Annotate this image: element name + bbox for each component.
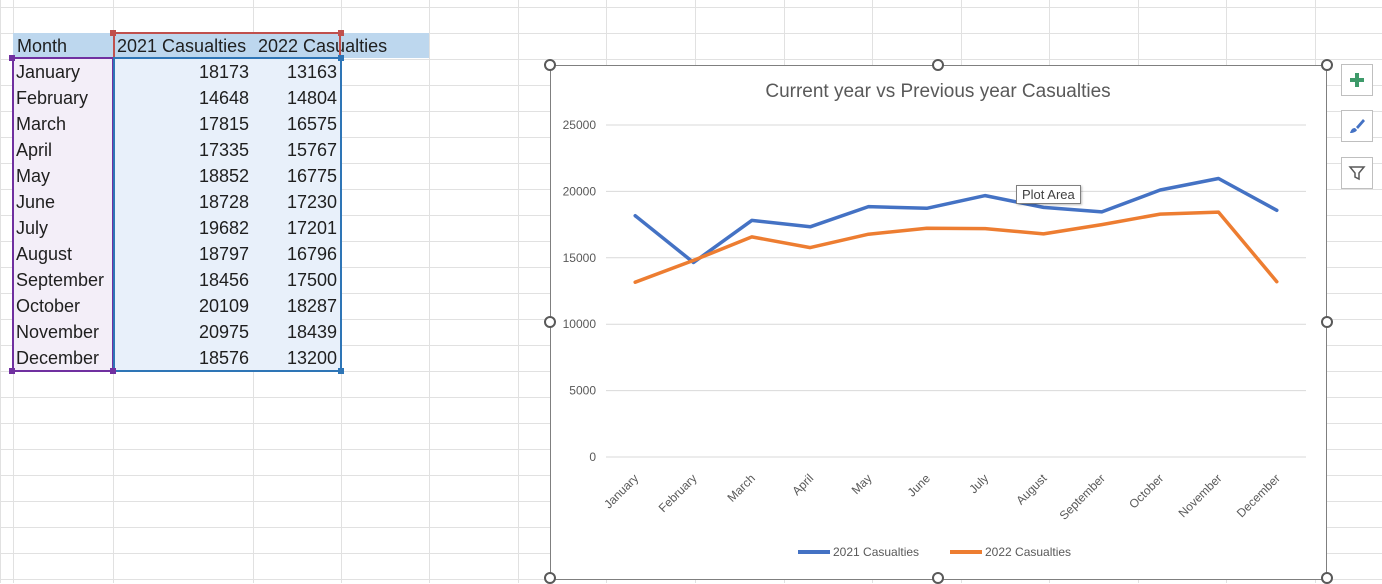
x-tick-label: November: [1176, 471, 1225, 520]
chart-resize-handle[interactable]: [1321, 316, 1333, 328]
chart-resize-handle[interactable]: [544, 316, 556, 328]
y-tick-label: 5000: [569, 384, 596, 398]
x-tick-label: July: [966, 471, 991, 496]
header-selection-outline: [113, 32, 341, 59]
x-tick-label: September: [1057, 471, 1108, 522]
plus-icon: [1349, 72, 1365, 88]
chart-styles-button[interactable]: [1341, 110, 1373, 142]
chart-resize-handle[interactable]: [544, 572, 556, 584]
y-tick-label: 25000: [563, 118, 597, 132]
series-line-2022[interactable]: [635, 212, 1277, 282]
x-tick-label: August: [1013, 471, 1050, 508]
funnel-icon: [1348, 164, 1366, 182]
selection-handle[interactable]: [338, 30, 344, 36]
x-tick-label: October: [1126, 471, 1166, 511]
chart-title[interactable]: Current year vs Previous year Casualties: [765, 81, 1110, 102]
selection-handle[interactable]: [110, 368, 116, 374]
chart-elements-button[interactable]: [1341, 64, 1373, 96]
x-tick-label: February: [656, 471, 700, 515]
x-tick-label: May: [849, 471, 875, 497]
x-tick-label: April: [789, 471, 816, 498]
chart-resize-handle[interactable]: [932, 59, 944, 71]
selection-handle[interactable]: [110, 30, 116, 36]
y-tick-label: 15000: [563, 251, 597, 265]
chart-resize-handle[interactable]: [1321, 59, 1333, 71]
selection-handle[interactable]: [9, 368, 15, 374]
selection-handle[interactable]: [9, 55, 15, 61]
header-cell-month[interactable]: Month: [17, 33, 112, 59]
x-tick-label: December: [1234, 471, 1283, 520]
chart-filters-button[interactable]: [1341, 157, 1373, 189]
x-tick-label: June: [905, 471, 934, 500]
chart-resize-handle[interactable]: [544, 59, 556, 71]
plot-area-tooltip: Plot Area: [1016, 185, 1081, 204]
brush-icon: [1348, 117, 1366, 135]
category-selection-outline: [12, 57, 114, 372]
values-selection-outline: [113, 57, 342, 372]
selection-handle[interactable]: [338, 55, 344, 61]
legend-label[interactable]: 2022 Casualties: [985, 545, 1071, 559]
chart-resize-handle[interactable]: [932, 572, 944, 584]
y-tick-label: 10000: [563, 317, 597, 331]
line-chart[interactable]: Current year vs Previous year Casualties…: [550, 65, 1327, 580]
chart-resize-handle[interactable]: [1321, 572, 1333, 584]
y-tick-label: 20000: [563, 184, 597, 198]
y-tick-label: 0: [589, 450, 596, 464]
legend-label[interactable]: 2021 Casualties: [833, 545, 919, 559]
x-tick-label: January: [601, 471, 641, 511]
selection-handle[interactable]: [338, 368, 344, 374]
x-tick-label: March: [724, 471, 757, 504]
